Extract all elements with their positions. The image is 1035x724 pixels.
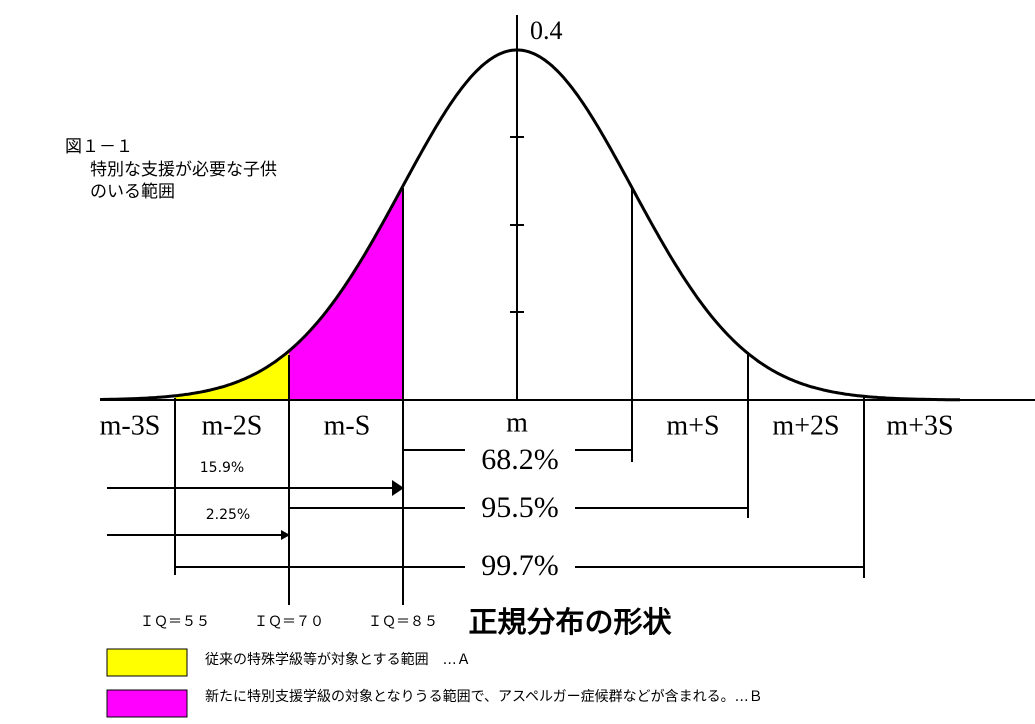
- legend-label: 従来の特殊学級等が対象とする範囲 …Ａ: [205, 651, 471, 668]
- range-brackets: [175, 449, 864, 568]
- diagram-title: 正規分布の形状: [468, 605, 672, 639]
- axis-ticks: [510, 49, 524, 313]
- range-label: 99.7%: [481, 549, 559, 582]
- sigma-label: m+3S: [886, 410, 953, 441]
- iq-label: ＩＱ＝５５: [140, 614, 210, 630]
- caption-line: のいる範囲: [90, 182, 175, 202]
- iq-label: ＩＱ＝８５: [368, 614, 438, 630]
- range-label: 68.2%: [481, 443, 559, 476]
- sigma-lines: [174, 188, 865, 605]
- legend-swatch: [106, 689, 188, 718]
- normal-curve: [100, 48, 960, 402]
- sigma-label: m-3S: [100, 410, 161, 441]
- region-a: [175, 351, 289, 400]
- tail-label: 2.25%: [206, 507, 250, 523]
- caption-line: 特別な支援が必要な子供: [90, 160, 277, 180]
- range-label: 95.5%: [481, 491, 559, 524]
- sigma-label: m-2S: [202, 410, 263, 441]
- legend-swatch: [106, 648, 188, 677]
- sigma-label: m+S: [666, 410, 719, 441]
- iq-label: ＩＱ＝７０: [254, 614, 324, 630]
- caption-number: 図１－１: [65, 137, 133, 157]
- tail-label: 15.9%: [200, 460, 244, 476]
- sigma-label: m+2S: [772, 410, 839, 441]
- tail-arrows: [107, 480, 404, 540]
- sigma-label: m: [506, 407, 528, 438]
- peak-label: 0.4: [530, 16, 563, 45]
- legend-label: 新たに特別支援学級の対象となりうる範囲で、アスペルガー症候群などが含まれる。…Ｂ: [205, 688, 763, 705]
- sigma-label: m-S: [324, 410, 371, 441]
